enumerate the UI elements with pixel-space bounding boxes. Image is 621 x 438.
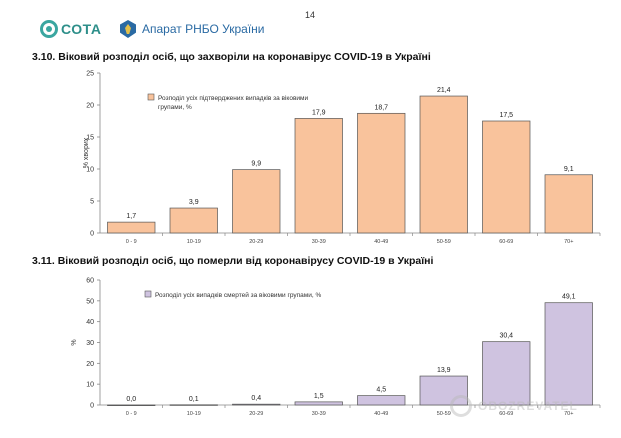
sota-logo-text: СОТА xyxy=(61,21,102,37)
legend-label: групами, % xyxy=(158,104,192,111)
bar-value-label: 17,9 xyxy=(312,109,326,116)
y-tick-label: 50 xyxy=(86,298,94,305)
bar-value-label: 0,1 xyxy=(189,396,199,403)
bar xyxy=(357,112,406,234)
watermark: OBOZREVATEL xyxy=(450,395,578,417)
legend-label: Розподіл усіх випадків смертей за вікови… xyxy=(155,291,321,299)
bar xyxy=(482,341,531,406)
chart2-title: 3.11. Віковий розподіл осіб, що померли … xyxy=(32,255,434,267)
bar-value-label: 3,9 xyxy=(189,199,199,206)
coat-of-arms-icon xyxy=(120,20,136,38)
x-tick-label: 60-69 xyxy=(499,411,513,417)
legend-swatch xyxy=(144,290,152,298)
page-number: 14 xyxy=(304,10,315,20)
bar-value-label: 17,5 xyxy=(499,112,513,119)
watermark-logo-icon xyxy=(450,395,472,417)
x-tick-label: 50-59 xyxy=(437,239,451,245)
legend-label: Розподіл усіх підтверджених випадків за … xyxy=(158,94,308,102)
y-axis-label: % хворих xyxy=(83,137,90,168)
y-tick-label: 60 xyxy=(86,278,94,285)
x-tick-label: 20-29 xyxy=(249,411,263,417)
x-tick-label: 70+ xyxy=(564,239,573,245)
y-tick-label: 30 xyxy=(86,340,94,347)
x-tick-label: 30-39 xyxy=(312,239,326,245)
y-tick-label: 10 xyxy=(86,167,94,174)
bar-value-label: 21,4 xyxy=(437,87,451,94)
bar-value-label: 0,0 xyxy=(126,396,136,403)
y-tick-label: 0 xyxy=(90,403,94,410)
bar xyxy=(357,395,406,406)
bar xyxy=(107,404,156,406)
chart-deaths-by-age: 0 10 20 30 40 50 60% 0,0 0 - 9 0,1 10-19 0,4 20-29 1,… xyxy=(71,278,601,417)
bar xyxy=(232,169,281,234)
bar xyxy=(419,95,468,234)
bar-value-label: 4,5 xyxy=(376,387,386,394)
x-tick-label: 10-19 xyxy=(187,411,201,417)
bar-value-label: 1,5 xyxy=(314,393,324,400)
bar-value-label: 1,7 xyxy=(126,213,136,220)
x-tick-label: 70+ xyxy=(564,411,573,417)
x-tick-label: 0 - 9 xyxy=(126,411,137,417)
y-tick-label: 10 xyxy=(86,382,94,389)
y-tick-label: 25 xyxy=(86,71,94,78)
bar xyxy=(107,221,156,234)
chart1-title: 3.10. Віковий розподіл осіб, що захворіл… xyxy=(32,51,431,63)
x-tick-label: 40-49 xyxy=(374,239,388,245)
y-tick-label: 0 xyxy=(90,231,94,238)
legend-swatch xyxy=(147,93,155,101)
bar xyxy=(482,120,531,234)
bar xyxy=(544,302,593,406)
chart-infected-by-age: 0 5 10 15 20 25 % хворих 1,7 0 - 9 3,9 10-19 9,9 20-… xyxy=(83,71,601,245)
x-tick-label: 40-49 xyxy=(374,411,388,417)
bar-value-label: 18,7 xyxy=(374,104,388,111)
rnbo-header: Апарат РНБО України xyxy=(120,20,265,38)
bar xyxy=(169,404,218,406)
legend: Розподіл усіх підтверджених випадків за … xyxy=(147,93,308,111)
bar-value-label: 30,4 xyxy=(499,333,513,340)
bar xyxy=(294,401,343,406)
x-tick-label: 30-39 xyxy=(312,411,326,417)
org-name: Апарат РНБО України xyxy=(142,22,265,36)
y-tick-label: 5 xyxy=(90,199,94,206)
bar-value-label: 49,1 xyxy=(562,294,576,301)
legend: Розподіл усіх випадків смертей за вікови… xyxy=(144,290,321,299)
x-tick-label: 0 - 9 xyxy=(126,239,137,245)
y-tick-label: 20 xyxy=(86,103,94,110)
bar-value-label: 0,4 xyxy=(251,395,261,402)
y-tick-label: 20 xyxy=(86,361,94,368)
x-tick-label: 60-69 xyxy=(499,239,513,245)
bar-value-label: 13,9 xyxy=(437,367,451,374)
bar xyxy=(294,118,343,234)
sota-logo-icon xyxy=(40,20,58,38)
sota-logo: СОТА xyxy=(40,20,101,38)
y-axis-label: % xyxy=(71,339,78,345)
watermark-text: OBOZREVATEL xyxy=(478,399,578,413)
bar xyxy=(232,403,281,406)
x-tick-label: 10-19 xyxy=(187,239,201,245)
y-tick-label: 40 xyxy=(86,319,94,326)
x-tick-label: 50-59 xyxy=(437,411,451,417)
bar xyxy=(544,174,593,234)
bar xyxy=(169,207,218,234)
x-tick-label: 20-29 xyxy=(249,239,263,245)
bar-value-label: 9,1 xyxy=(564,166,574,173)
bar-value-label: 9,9 xyxy=(251,161,261,168)
y-tick-label: 15 xyxy=(86,135,94,142)
